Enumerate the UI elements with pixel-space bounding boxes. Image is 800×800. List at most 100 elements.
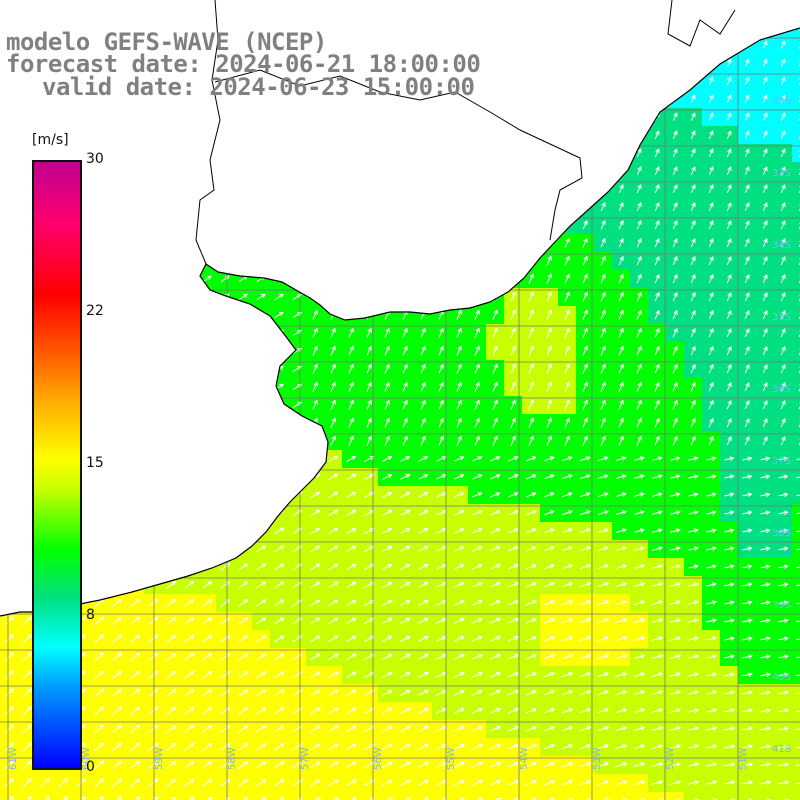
longitude-label: 61W xyxy=(8,747,19,770)
field-cell xyxy=(720,792,738,800)
wind-arrow xyxy=(654,148,660,158)
colorbar xyxy=(32,160,82,770)
wind-arrow xyxy=(762,382,768,392)
wind-arrow xyxy=(618,201,624,212)
wind-arrow xyxy=(654,237,660,248)
field-cell xyxy=(792,432,800,450)
field-cell xyxy=(594,792,612,800)
wind-arrow xyxy=(654,166,660,176)
wind-arrow xyxy=(762,184,768,194)
wind-arrow xyxy=(708,327,714,338)
wind-arrow xyxy=(600,381,606,392)
wind-arrow xyxy=(618,291,624,302)
field-cell xyxy=(288,792,306,800)
wind-arrow xyxy=(726,202,732,212)
longitude-label: 53W xyxy=(592,747,603,770)
wind-arrow xyxy=(510,363,516,375)
wind-arrow xyxy=(528,381,534,393)
wind-arrow xyxy=(492,327,498,338)
field-cell xyxy=(486,792,504,800)
wind-arrow xyxy=(582,237,588,248)
field-cell xyxy=(324,792,342,800)
wind-arrow xyxy=(564,273,570,284)
wind-arrow xyxy=(636,309,642,320)
wind-arrow xyxy=(708,273,714,284)
wind-arrow xyxy=(438,327,444,338)
field-cell xyxy=(792,108,800,126)
wind-arrow xyxy=(654,381,660,392)
wind-arrow xyxy=(762,256,768,266)
wind-arrow xyxy=(636,219,642,230)
colorbar-tick-22: 22 xyxy=(86,303,104,319)
wind-arrow xyxy=(762,148,768,158)
wind-arrow xyxy=(654,202,660,212)
wind-arrow xyxy=(636,345,642,356)
wind-arrow xyxy=(690,94,696,103)
wind-arrow xyxy=(636,255,642,266)
wind-arrow xyxy=(438,381,444,392)
wind-arrow xyxy=(762,94,768,103)
field-cell xyxy=(414,792,432,800)
field-cell xyxy=(792,252,800,270)
wind-arrow xyxy=(564,291,570,302)
latitude-label: 32S xyxy=(772,96,791,107)
wind-arrow xyxy=(330,363,336,374)
wind-arrow xyxy=(492,363,498,374)
wind-arrow xyxy=(726,363,732,374)
wind-arrow xyxy=(202,275,212,283)
wind-arrow xyxy=(256,293,266,301)
wind-arrow xyxy=(420,399,426,410)
wind-arrow xyxy=(690,166,696,176)
wind-arrow xyxy=(654,345,660,356)
field-cell xyxy=(792,738,800,756)
wind-arrow xyxy=(618,381,624,392)
wind-arrow xyxy=(780,40,786,49)
wind-arrow xyxy=(438,399,444,410)
wind-arrow xyxy=(564,255,570,266)
wind-arrow xyxy=(474,363,480,374)
field-cell xyxy=(792,594,800,612)
wind-arrow xyxy=(654,130,660,140)
wind-arrow xyxy=(672,327,678,338)
wind-arrow xyxy=(636,381,642,392)
wind-arrow xyxy=(690,112,696,122)
wind-arrow xyxy=(384,345,390,356)
colorbar-tick-15: 15 xyxy=(86,455,104,471)
wind-arrow xyxy=(780,256,786,266)
wind-arrow xyxy=(564,381,570,392)
wind-arrow xyxy=(672,148,678,158)
wind-arrow xyxy=(618,255,624,266)
longitude-label: 54W xyxy=(519,747,530,770)
wind-arrow xyxy=(330,399,336,410)
field-cell xyxy=(792,378,800,396)
longitude-label: 59W xyxy=(154,747,165,770)
field-cell xyxy=(504,792,522,800)
wind-arrow xyxy=(726,184,732,194)
wind-arrow xyxy=(708,238,714,248)
wind-arrow xyxy=(510,345,516,357)
wind-arrow xyxy=(672,202,678,212)
field-cell xyxy=(792,414,800,432)
wind-arrow xyxy=(744,310,750,320)
field-cell xyxy=(792,666,800,684)
wind-arrow xyxy=(690,237,696,248)
wind-arrow xyxy=(600,219,606,230)
field-cell xyxy=(522,792,540,800)
wind-arrow xyxy=(438,345,444,356)
wind-arrow xyxy=(348,363,354,374)
wind-arrow xyxy=(366,327,372,338)
wind-arrow xyxy=(456,327,462,338)
longitude-label: 51W xyxy=(738,747,749,770)
wind-arrow xyxy=(708,345,714,356)
wind-arrow xyxy=(618,273,624,284)
wind-arrow xyxy=(690,220,696,230)
latitude-label: 37S xyxy=(772,456,791,467)
field-cell xyxy=(792,396,800,414)
wind-arrow xyxy=(618,363,624,374)
wind-arrow xyxy=(582,327,588,338)
wind-arrow xyxy=(708,166,714,176)
wind-arrow xyxy=(474,327,480,338)
field-cell xyxy=(774,792,792,800)
wind-arrow xyxy=(564,237,570,248)
field-cell xyxy=(270,792,288,800)
